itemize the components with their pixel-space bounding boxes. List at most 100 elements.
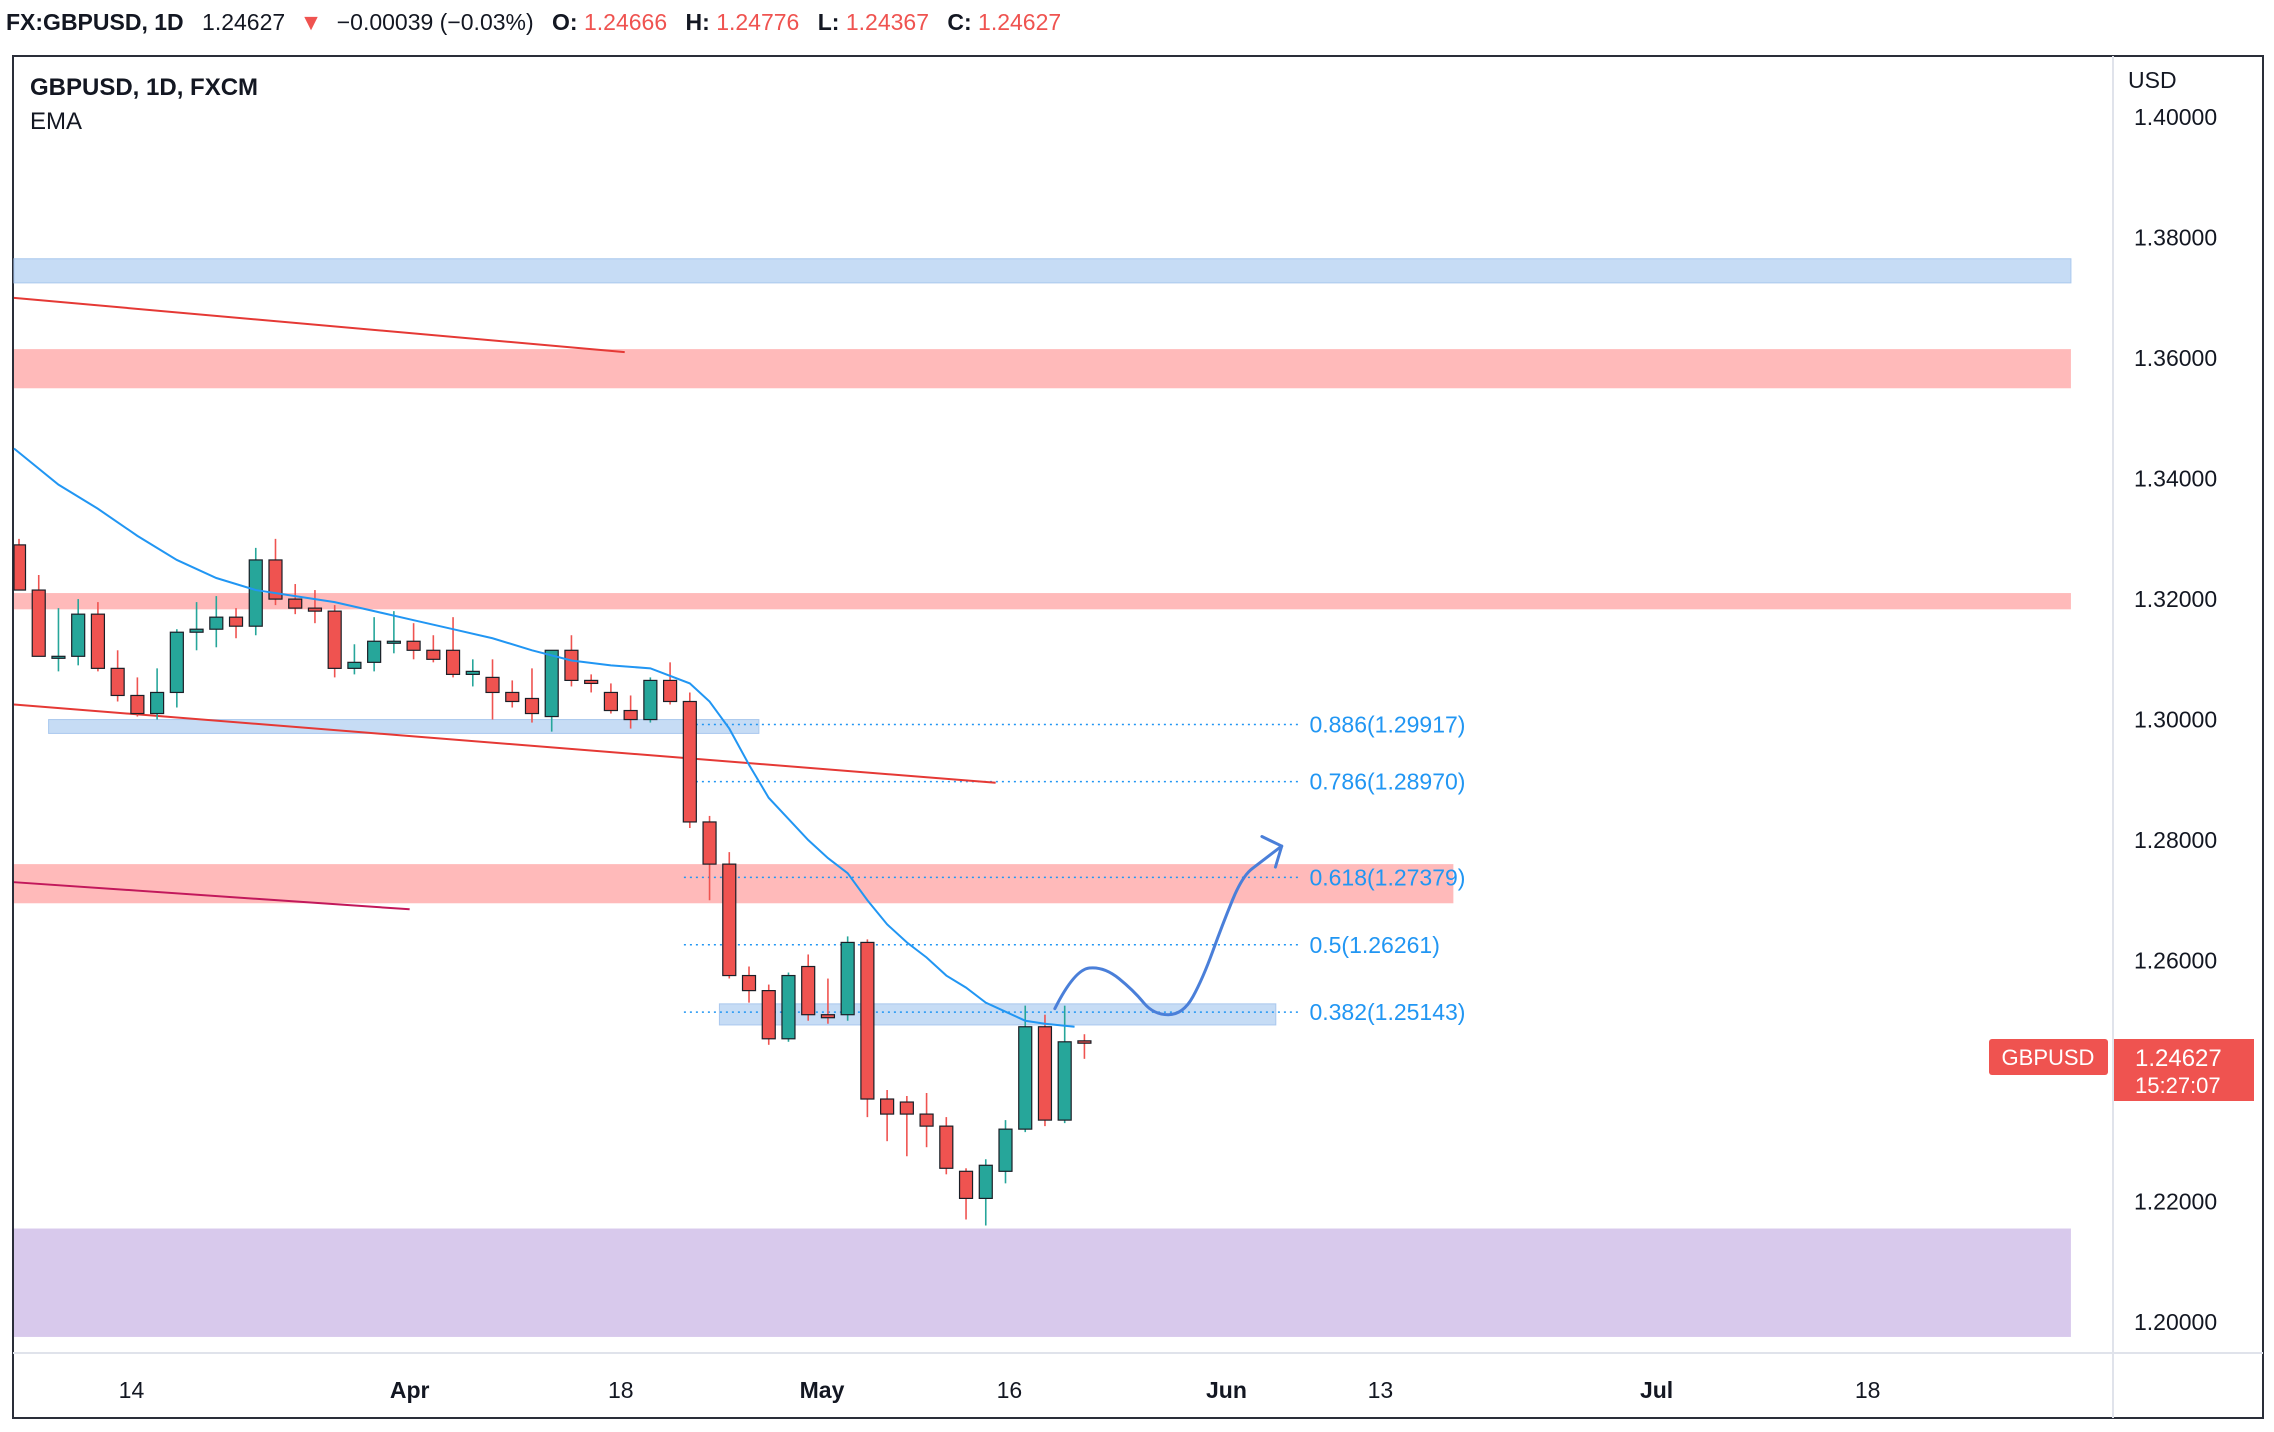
price-axis[interactable]: 1.40000 1.38000 1.36000 1.34000 1.32000 1.300… <box>2134 104 2217 1335</box>
projection-path[interactable] <box>1053 844 1284 1017</box>
candle-body-down <box>307 607 323 612</box>
candle <box>1077 1034 1092 1059</box>
candle <box>485 659 500 720</box>
candle <box>899 1096 914 1157</box>
candle <box>110 650 125 702</box>
ema-line <box>13 447 1075 1028</box>
time-tick-label: 18 <box>608 1377 634 1403</box>
candle <box>564 635 579 687</box>
candle <box>603 683 619 714</box>
candle <box>268 538 283 606</box>
candle <box>682 692 697 828</box>
candle-body-down <box>801 965 816 1016</box>
price-tick-label: 1.38000 <box>2134 225 2217 251</box>
price-tick-label: 1.28000 <box>2134 827 2217 853</box>
candle-body-up <box>189 628 204 633</box>
fib-level-label: 0.618(1.27379) <box>1309 864 1465 890</box>
candle <box>228 608 244 639</box>
projection-layer <box>1053 835 1284 1017</box>
candle <box>1018 1005 1033 1133</box>
plot-area[interactable]: 0.886(1.29917) 0.786(1.28970) 0.618(1.2737… <box>13 258 2072 1337</box>
candle-body-down <box>919 1113 934 1127</box>
candle-body-down <box>584 679 599 685</box>
candle <box>978 1159 993 1226</box>
price-tag-value-box <box>2114 1039 2254 1101</box>
candle-body-down <box>524 697 540 715</box>
trendline[interactable] <box>13 881 410 911</box>
trendline[interactable] <box>13 703 996 784</box>
candle-body-down <box>761 990 776 1040</box>
candle-body-up <box>209 616 224 630</box>
time-tick-label: Jul <box>1640 1377 1673 1403</box>
candle <box>426 635 441 663</box>
candle <box>1037 1014 1053 1127</box>
candle <box>465 659 480 687</box>
candle <box>209 596 224 648</box>
change-arrow-icon: ▼ <box>300 9 323 35</box>
candle <box>386 611 401 654</box>
legend-indicator: EMA <box>30 108 82 135</box>
candle-body-up <box>465 670 480 675</box>
candle <box>662 662 678 705</box>
price-tick-label: 1.32000 <box>2134 586 2217 612</box>
candle <box>307 590 323 624</box>
price-tick-label: 1.20000 <box>2134 1309 2217 1335</box>
candle-body-up <box>998 1128 1013 1172</box>
candle-body-up <box>386 640 401 644</box>
price-tick-label: 1.26000 <box>2134 947 2217 973</box>
candle-body-up <box>367 640 382 663</box>
time-tick-label: 14 <box>119 1377 145 1403</box>
candle-body-down <box>623 709 638 721</box>
header-symbol: FX:GBPUSD, 1D <box>6 9 184 35</box>
candle-body-up <box>51 655 66 659</box>
support-zone <box>13 258 2072 284</box>
candle-body-up <box>347 661 362 669</box>
candle-body-up <box>544 649 559 718</box>
price-tag-price: 1.24627 <box>2135 1045 2222 1072</box>
price-tag: GBPUSD 1.24627 15:27:07 <box>1989 1039 2254 1101</box>
header-low: 1.24367 <box>846 9 929 35</box>
candle-body-down <box>682 700 697 823</box>
header-open: 1.24666 <box>584 9 667 35</box>
trendline[interactable] <box>13 296 625 354</box>
candle <box>248 547 263 636</box>
zones-layer <box>13 258 2072 1337</box>
candle <box>880 1089 895 1142</box>
candle <box>544 649 559 732</box>
candle-body-down <box>288 598 303 609</box>
candle <box>702 815 717 901</box>
candle-body-down <box>268 559 283 600</box>
candle-body-down <box>741 974 757 992</box>
candle <box>288 584 303 615</box>
legend-title: GBPUSD, 1D, FXCM <box>30 74 258 101</box>
candle <box>327 605 342 678</box>
header-change: −0.00039 (−0.03%) <box>337 9 534 35</box>
arrow-head-icon <box>1260 835 1284 869</box>
candle-body-down <box>702 821 717 865</box>
candle <box>445 617 461 678</box>
candle <box>90 602 106 672</box>
candle-body-up <box>781 974 796 1040</box>
candle-body-up <box>840 941 855 1016</box>
candle <box>939 1117 954 1175</box>
candle-body-down <box>445 649 461 675</box>
candle <box>860 939 875 1118</box>
time-tick-label: May <box>800 1377 845 1403</box>
price-tag-symbol-box <box>1989 1039 2108 1075</box>
candle-body-down <box>505 691 520 703</box>
candle <box>347 644 362 675</box>
time-axis[interactable]: 14 Apr 18 May 16 Jun 13 Jul 18 <box>119 1377 1881 1403</box>
resistance-zone <box>14 593 2071 610</box>
header-line: FX:GBPUSD, 1D 1.24627 ▼ −0.00039 (−0.03%… <box>6 9 1061 35</box>
candle <box>505 680 520 708</box>
candle <box>31 575 46 657</box>
candle-body-down <box>1077 1040 1092 1044</box>
candle-body-down <box>406 640 421 651</box>
header-high: 1.24776 <box>716 9 799 35</box>
candle-body-down <box>564 649 579 682</box>
candle-body-up <box>1018 1026 1033 1130</box>
candle-body-up <box>643 679 658 721</box>
candle-body-down <box>31 589 46 657</box>
candle-body-down <box>722 863 737 977</box>
